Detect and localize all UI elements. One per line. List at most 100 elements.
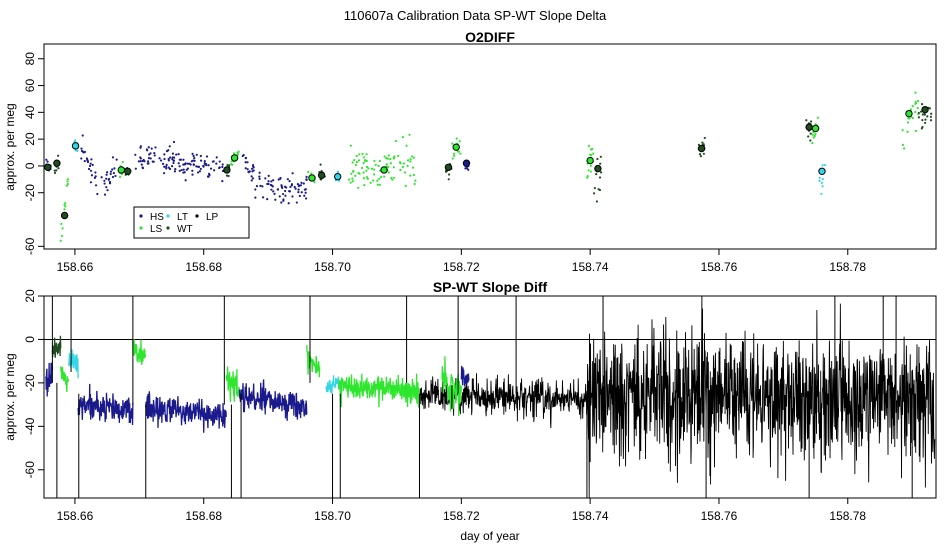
o2diff-point [172,140,176,144]
o2diff-point [81,150,84,153]
o2diff-point [451,142,454,145]
o2diff-point [111,168,114,171]
o2diff-point [162,172,166,175]
o2diff-point [299,184,303,187]
o2diff-point [286,178,289,181]
panel2-y-tick-label: 20 [23,289,37,303]
o2diff-point [218,166,221,169]
o2diff-point [367,167,370,170]
o2diff-point [94,184,98,187]
o2diff-point [376,179,379,182]
o2diff-point [215,156,218,159]
panel2-marks [44,295,936,499]
o2diff-point [114,174,117,178]
o2diff-point [141,159,144,163]
o2diff-point [372,179,375,182]
o2diff-point [182,171,185,174]
o2diff-point [207,175,210,178]
o2diff-point [272,179,275,182]
o2diff-point [103,179,106,182]
o2diff-point [115,158,118,161]
o2diff-point [205,155,209,158]
o2diff-point [266,198,269,201]
o2diff-point [377,177,381,180]
o2diff-point [269,183,272,187]
o2diff-point [151,160,154,163]
o2diff-point [182,168,185,171]
o2diff-point [914,129,917,132]
o2diff-point [109,172,112,176]
o2diff-point [282,192,285,196]
o2diff-point [347,178,351,181]
o2diff-point [150,147,153,150]
o2diff-series-hs [241,153,255,182]
o2diff-point [369,181,372,184]
o2diff-point [457,150,460,153]
o2diff-point [89,162,92,165]
slope-diff-series-wt [51,335,62,358]
panel1-y-tick-label: -20 [23,184,37,202]
o2diff-mean-marker [805,123,813,131]
panel1-y-tick-label: 0 [23,162,37,169]
o2diff-point [310,172,313,175]
o2diff-point [288,179,291,183]
o2diff-point [412,173,415,177]
o2diff-point [227,174,230,178]
o2diff-point [818,179,821,182]
o2diff-point [186,162,189,165]
o2diff-point [362,177,365,180]
o2diff-point [168,145,171,148]
o2diff-point [919,110,923,113]
o2diff-point [365,169,368,172]
o2diff-point [241,154,244,158]
o2diff-point [906,121,910,124]
o2diff-point [295,201,298,204]
o2diff-point [63,203,66,206]
o2diff-point [112,171,115,175]
o2diff-point [178,169,181,172]
o2diff-point [595,200,599,203]
o2diff-point [414,179,417,182]
o2diff-point [399,168,402,172]
o2diff-point [270,188,273,191]
o2diff-point [401,165,404,168]
o2diff-point [252,169,255,172]
o2diff-point [250,175,253,178]
panel1-title: O2DIFF [465,29,515,45]
o2diff-point [303,194,306,197]
o2diff-point [351,180,355,183]
o2diff-point [821,164,824,167]
o2diff-mean-marker [60,211,69,220]
legend: HS LS LT WT LP [133,206,250,239]
o2diff-point [174,168,177,171]
o2diff-series-hs [134,140,225,183]
o2diff-point [598,176,602,179]
o2diff-point [357,171,360,175]
panel2-y-tick-label: -20 [23,374,37,392]
o2diff-point [76,149,79,153]
panel2-spikes [51,296,913,498]
o2diff-mean-marker [317,171,326,180]
o2diff-point [287,202,290,205]
o2diff-point [907,117,910,120]
o2diff-point [271,185,274,188]
o2diff-point [373,159,376,163]
o2diff-point [225,174,229,177]
slope-diff-series-ls [60,366,70,392]
o2diff-point [85,157,89,160]
o2diff-point [365,176,369,179]
panel1-x-tick-label: 158.78 [829,260,866,274]
o2diff-mean-marker [117,166,125,174]
o2diff-point [147,157,151,160]
o2diff-point [289,185,292,189]
o2diff-series-ls [586,144,595,179]
o2diff-point [109,170,113,173]
o2diff-point [401,136,404,139]
o2diff-point [926,115,929,118]
o2diff-point [813,134,816,138]
o2diff-point [83,159,86,163]
o2diff-point [107,178,110,181]
o2diff-point [458,140,461,143]
